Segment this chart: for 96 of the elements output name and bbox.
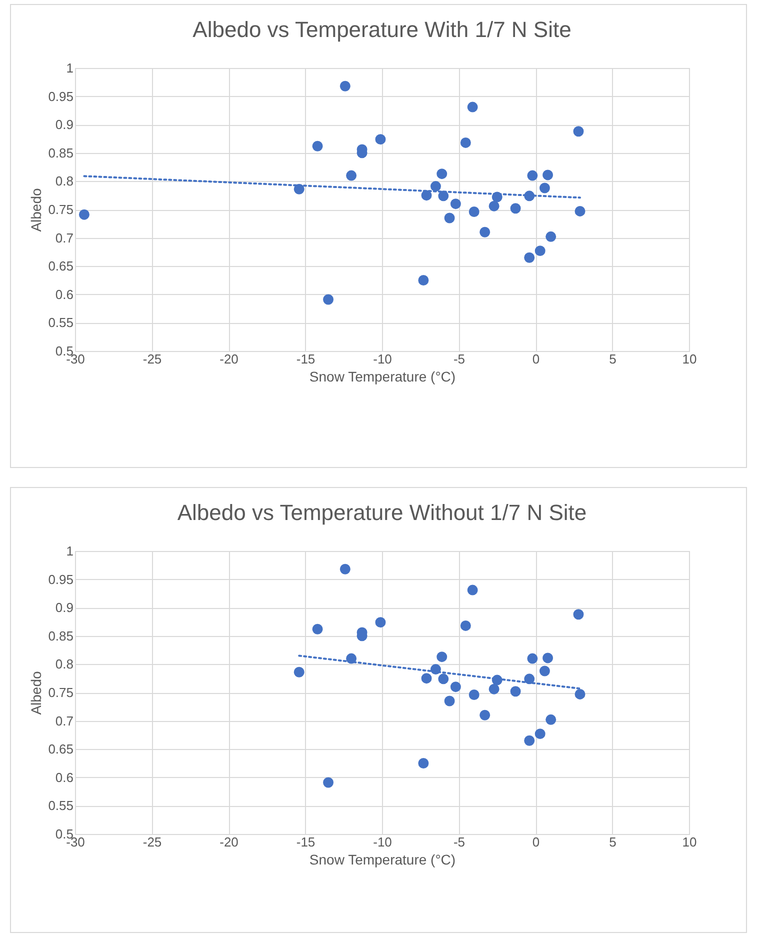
x-tick-label: -5 (453, 352, 466, 366)
x-tick-label: 10 (682, 834, 697, 850)
x-tick-label: 0 (532, 834, 540, 850)
y-tick-label: 0.6 (55, 770, 74, 785)
y-axis-title: Albedo (28, 188, 44, 232)
y-tick-label: 0.95 (48, 88, 74, 104)
x-tick-label: 10 (682, 352, 697, 366)
y-tick-label: 0.9 (55, 600, 74, 616)
point (346, 170, 357, 181)
point (546, 714, 556, 725)
y-tick-label: 0.65 (48, 742, 74, 757)
point (340, 80, 350, 92)
point (430, 181, 441, 192)
x-tick-label: 5 (609, 352, 616, 366)
point (375, 134, 386, 145)
point (539, 182, 550, 194)
point (574, 688, 586, 700)
x-tick-label: -20 (220, 352, 238, 366)
point (294, 666, 304, 678)
point (468, 206, 480, 217)
point (323, 294, 334, 305)
point (467, 584, 478, 596)
y-tick-label: 0.9 (55, 117, 74, 132)
point (467, 102, 478, 112)
x-tick-label: -10 (373, 834, 392, 850)
y-tick-label: 0.65 (48, 258, 74, 274)
x-tick-label: -25 (142, 352, 162, 366)
point (546, 231, 556, 242)
point (480, 226, 490, 238)
y-tick-label: 0.8 (55, 656, 74, 672)
y-tick-label: 0.6 (55, 286, 74, 302)
point (418, 275, 429, 286)
point (524, 252, 535, 263)
point (542, 652, 554, 664)
point (480, 710, 490, 720)
x-tick-label: -5 (453, 834, 466, 850)
x-axis-title: Snow Temperature (°C) (309, 368, 456, 384)
point (421, 673, 432, 684)
point (450, 682, 461, 692)
point (444, 212, 455, 224)
point (488, 200, 500, 212)
x-tick-label: -20 (220, 834, 238, 850)
y-tick-label: 0.7 (55, 713, 74, 728)
point (534, 728, 546, 740)
y-tick-label: 0.5 (55, 344, 74, 358)
point (510, 203, 521, 214)
point (460, 620, 471, 631)
y-tick-label: 1 (66, 60, 74, 76)
point (418, 758, 429, 768)
point (444, 696, 455, 706)
point (573, 126, 584, 137)
point (573, 609, 584, 620)
point (436, 652, 448, 662)
point (78, 209, 90, 220)
point (312, 624, 323, 634)
x-tick-label: -10 (373, 352, 392, 366)
point (527, 170, 538, 181)
point (539, 666, 550, 676)
y-tick-label: 0.85 (48, 145, 74, 160)
point (438, 674, 449, 684)
point (574, 206, 586, 216)
x-tick-label: -15 (296, 834, 316, 850)
x-tick-label: -25 (142, 834, 162, 850)
point (527, 653, 538, 664)
x-tick-label: 0 (532, 352, 540, 366)
point (421, 190, 432, 201)
y-axis-title: Albedo (28, 670, 44, 715)
y-tick-label: 0.75 (48, 202, 74, 217)
point (468, 690, 480, 700)
point (340, 564, 350, 574)
y-tick-label: 0.75 (48, 685, 74, 700)
point (488, 684, 500, 694)
x-tick-label: 5 (609, 834, 616, 850)
point (375, 617, 386, 628)
point (312, 140, 323, 152)
point (542, 170, 554, 180)
point (460, 137, 471, 148)
y-tick-label: 0.55 (48, 315, 74, 330)
y-tick-label: 0.95 (48, 572, 74, 587)
point (510, 686, 521, 697)
point (438, 190, 449, 202)
chart-title: Albedo vs Temperature Without 1/7 N Site (177, 500, 587, 525)
point (524, 735, 535, 746)
point (450, 198, 461, 210)
y-tick-label: 0.8 (55, 174, 74, 189)
x-axis-title: Snow Temperature (°C) (309, 852, 456, 868)
y-tick-label: 0.7 (55, 230, 74, 246)
chart-title: Albedo vs Temperature With 1/7 N Site (192, 17, 572, 42)
y-tick-label: 0.5 (55, 826, 74, 842)
x-tick-label: -15 (296, 352, 316, 366)
point (436, 168, 448, 180)
y-tick-label: 0.85 (48, 628, 74, 644)
y-tick-label: 0.55 (48, 798, 74, 814)
y-tick-label: 1 (66, 544, 74, 558)
point (323, 777, 334, 788)
point (534, 246, 546, 256)
